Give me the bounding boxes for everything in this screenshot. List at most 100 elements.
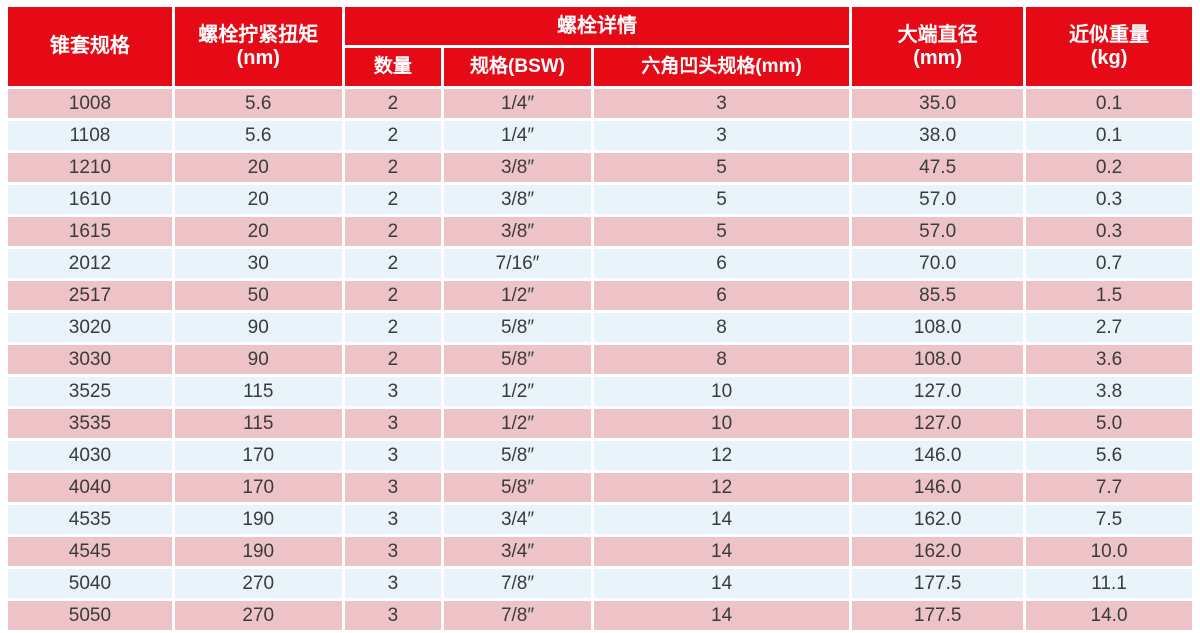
cell-hex-socket: 12 <box>593 441 850 470</box>
table-body: 1008 5.6 2 1/4″ 3 35.0 0.1 1108 5.6 2 1/… <box>8 89 1192 630</box>
cell-diameter: 57.0 <box>852 185 1024 214</box>
cell-torque: 90 <box>174 313 342 342</box>
cell-taper-spec: 1615 <box>8 217 172 246</box>
cell-diameter: 35.0 <box>852 89 1024 118</box>
table-row: 4545 190 3 3/4″ 14 162.0 10.0 <box>8 537 1192 566</box>
cell-qty: 2 <box>344 249 442 278</box>
header-weight-line2: (kg) <box>1090 46 1128 69</box>
cell-size-bsw: 3/8″ <box>444 153 591 182</box>
table-row: 4030 170 3 5/8″ 12 146.0 5.6 <box>8 441 1192 470</box>
cell-size-bsw: 3/8″ <box>444 185 591 214</box>
cell-weight: 14.0 <box>1026 601 1192 630</box>
cell-size-bsw: 7/8″ <box>444 601 591 630</box>
cell-size-bsw: 1/2″ <box>444 409 591 438</box>
cell-taper-spec: 5050 <box>8 601 172 630</box>
table-row: 2012 30 2 7/16″ 6 70.0 0.7 <box>8 249 1192 278</box>
cell-size-bsw: 5/8″ <box>444 345 591 374</box>
cell-hex-socket: 8 <box>593 313 850 342</box>
cell-torque: 5.6 <box>174 121 342 150</box>
cell-hex-socket: 8 <box>593 345 850 374</box>
cell-weight: 0.1 <box>1026 89 1192 118</box>
cell-hex-socket: 3 <box>593 121 850 150</box>
cell-torque: 20 <box>174 153 342 182</box>
cell-taper-spec: 3535 <box>8 409 172 438</box>
table-row: 1008 5.6 2 1/4″ 3 35.0 0.1 <box>8 89 1192 118</box>
cell-taper-spec: 4040 <box>8 473 172 502</box>
cell-hex-socket: 14 <box>593 601 850 630</box>
header-qty: 数量 <box>344 48 442 86</box>
cell-hex-socket: 10 <box>593 377 850 406</box>
cell-weight: 1.5 <box>1026 281 1192 310</box>
header-bolt-details-label: 螺栓详情 <box>556 14 637 37</box>
cell-size-bsw: 1/4″ <box>444 121 591 150</box>
cell-hex-socket: 5 <box>593 217 850 246</box>
cell-taper-spec: 3525 <box>8 377 172 406</box>
header-weight-line1: 近似重量 <box>1069 23 1150 46</box>
cell-taper-spec: 2012 <box>8 249 172 278</box>
table-row: 3535 115 3 1/2″ 10 127.0 5.0 <box>8 409 1192 438</box>
cell-qty: 3 <box>344 505 442 534</box>
cell-hex-socket: 6 <box>593 249 850 278</box>
cell-hex-socket: 10 <box>593 409 850 438</box>
cell-qty: 2 <box>344 185 442 214</box>
header-bolt-details-group: 螺栓详情 <box>344 7 850 45</box>
cell-taper-spec: 4545 <box>8 537 172 566</box>
cell-torque: 20 <box>174 185 342 214</box>
cell-hex-socket: 14 <box>593 505 850 534</box>
cell-qty: 3 <box>344 537 442 566</box>
cell-weight: 0.7 <box>1026 249 1192 278</box>
table-row: 5050 270 3 7/8″ 14 177.5 14.0 <box>8 601 1192 630</box>
header-taper-spec-label: 锥套规格 <box>49 35 130 57</box>
header-torque: 螺栓拧紧扭矩 (nm) <box>174 7 342 86</box>
cell-taper-spec: 1610 <box>8 185 172 214</box>
cell-size-bsw: 3/8″ <box>444 217 591 246</box>
header-diameter-line1: 大端直径 <box>897 23 978 46</box>
cell-diameter: 162.0 <box>852 537 1024 566</box>
cell-diameter: 177.5 <box>852 601 1024 630</box>
header-diameter: 大端直径 (mm) <box>852 7 1024 86</box>
cell-diameter: 108.0 <box>852 345 1024 374</box>
cell-qty: 2 <box>344 217 442 246</box>
cell-taper-spec: 2517 <box>8 281 172 310</box>
cell-diameter: 108.0 <box>852 313 1024 342</box>
cell-torque: 115 <box>174 377 342 406</box>
cell-torque: 30 <box>174 249 342 278</box>
table-row: 1210 20 2 3/8″ 5 47.5 0.2 <box>8 153 1192 182</box>
cell-taper-spec: 1108 <box>8 121 172 150</box>
cell-weight: 10.0 <box>1026 537 1192 566</box>
cell-taper-spec: 4030 <box>8 441 172 470</box>
cell-hex-socket: 6 <box>593 281 850 310</box>
cell-weight: 5.0 <box>1026 409 1192 438</box>
table-row: 3030 90 2 5/8″ 8 108.0 3.6 <box>8 345 1192 374</box>
header-row-sub: 数量 规格(BSW) 六角凹头规格(mm) <box>8 48 1192 86</box>
cell-torque: 5.6 <box>174 89 342 118</box>
header-hex-socket: 六角凹头规格(mm) <box>593 48 850 86</box>
cell-qty: 2 <box>344 281 442 310</box>
cell-size-bsw: 5/8″ <box>444 313 591 342</box>
header-torque-line1: 螺栓拧紧扭矩 <box>198 23 319 46</box>
cell-qty: 2 <box>344 313 442 342</box>
cell-taper-spec: 3030 <box>8 345 172 374</box>
cell-torque: 20 <box>174 217 342 246</box>
cell-taper-spec: 3020 <box>8 313 172 342</box>
cell-diameter: 127.0 <box>852 377 1024 406</box>
cell-diameter: 162.0 <box>852 505 1024 534</box>
header-taper-spec: 锥套规格 <box>8 7 172 86</box>
table-row: 5040 270 3 7/8″ 14 177.5 11.1 <box>8 569 1192 598</box>
header-row-main: 锥套规格 螺栓拧紧扭矩 (nm) 螺栓详情 大端直径 (mm) 近似重量 (kg… <box>8 7 1192 86</box>
cell-hex-socket: 14 <box>593 537 850 566</box>
cell-weight: 11.1 <box>1026 569 1192 598</box>
cell-taper-spec: 4535 <box>8 505 172 534</box>
cell-weight: 3.6 <box>1026 345 1192 374</box>
cell-diameter: 177.5 <box>852 569 1024 598</box>
cell-taper-spec: 1210 <box>8 153 172 182</box>
cell-diameter: 38.0 <box>852 121 1024 150</box>
cell-taper-spec: 1008 <box>8 89 172 118</box>
cell-torque: 270 <box>174 601 342 630</box>
cell-qty: 2 <box>344 89 442 118</box>
cell-torque: 170 <box>174 441 342 470</box>
cell-size-bsw: 1/4″ <box>444 89 591 118</box>
cell-torque: 270 <box>174 569 342 598</box>
cell-qty: 3 <box>344 473 442 502</box>
cell-torque: 190 <box>174 537 342 566</box>
